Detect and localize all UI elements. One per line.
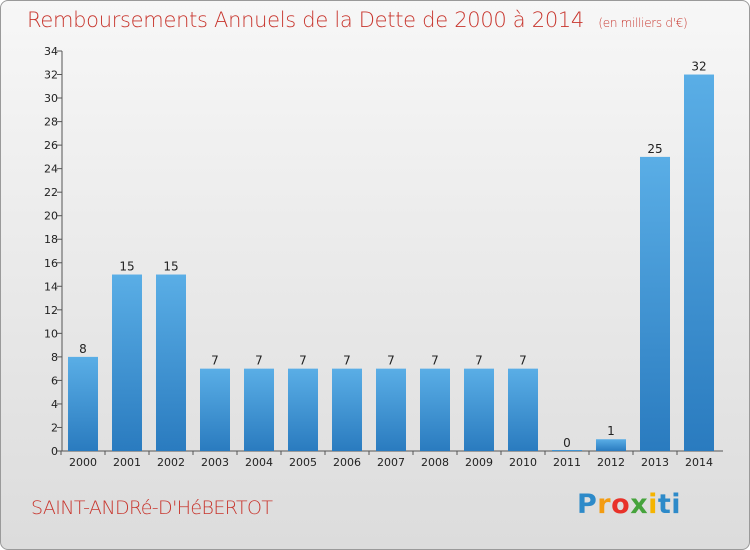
y-tick-label: 28 bbox=[44, 116, 58, 129]
bar-2011 bbox=[552, 450, 582, 451]
bar-2002 bbox=[156, 274, 186, 451]
data-label-2006: 7 bbox=[343, 354, 351, 368]
y-tick-label: 20 bbox=[44, 210, 58, 223]
data-label-2001: 15 bbox=[119, 260, 134, 274]
proxiti-logo: Proxiti bbox=[577, 489, 681, 520]
y-tick-label: 4 bbox=[51, 398, 58, 411]
chart-title-text: Remboursements Annuels de la Dette de 20… bbox=[27, 8, 584, 32]
bar-2003 bbox=[200, 368, 230, 451]
data-label-2003: 7 bbox=[211, 354, 219, 368]
x-tick-label: 2002 bbox=[157, 456, 185, 469]
x-tick-label: 2010 bbox=[509, 456, 537, 469]
x-tick-label: 2004 bbox=[245, 456, 273, 469]
x-tick-label: 2006 bbox=[333, 456, 361, 469]
x-tick-label: 2001 bbox=[113, 456, 141, 469]
bar-2008 bbox=[420, 368, 450, 451]
x-tick-label: 2000 bbox=[69, 456, 97, 469]
data-label-2014: 32 bbox=[691, 60, 706, 74]
x-tick-label: 2012 bbox=[597, 456, 625, 469]
bar-2014 bbox=[684, 74, 714, 451]
x-tick-label: 2007 bbox=[377, 456, 405, 469]
chart-labels: 2000 8 2001 15 2002 15 2003 7 2004 7 2005 7 2006 7 200… bbox=[69, 60, 713, 469]
commune-name: SAINT-ANDRé-D'HéBERTOT bbox=[31, 497, 273, 519]
bar-2013 bbox=[640, 156, 670, 451]
chart-subtitle: (en milliers d'€) bbox=[598, 16, 688, 30]
data-label-2000: 8 bbox=[79, 342, 87, 356]
data-label-2010: 7 bbox=[519, 354, 527, 368]
logo-letter: x bbox=[630, 489, 649, 520]
y-tick-label: 34 bbox=[44, 45, 58, 58]
data-label-2009: 7 bbox=[475, 354, 483, 368]
bar-2006 bbox=[332, 368, 362, 451]
x-tick-label: 2011 bbox=[553, 456, 581, 469]
data-label-2004: 7 bbox=[255, 354, 263, 368]
data-label-2013: 25 bbox=[647, 142, 662, 156]
x-tick-label: 2003 bbox=[201, 456, 229, 469]
bar-2004 bbox=[244, 368, 274, 451]
bar-2005 bbox=[288, 368, 318, 451]
data-label-2002: 15 bbox=[163, 260, 178, 274]
x-tick-label: 2013 bbox=[641, 456, 669, 469]
x-tick-label: 2014 bbox=[685, 456, 713, 469]
x-tick-label: 2005 bbox=[289, 456, 317, 469]
bar-2010 bbox=[508, 368, 538, 451]
data-label-2007: 7 bbox=[387, 354, 395, 368]
logo-letter: r bbox=[597, 489, 612, 520]
y-tick-label: 12 bbox=[44, 304, 58, 317]
y-tick-label: 0 bbox=[51, 445, 58, 458]
y-tick-label: 14 bbox=[44, 280, 58, 293]
chart-bars bbox=[68, 74, 714, 451]
bar-2001 bbox=[112, 274, 142, 451]
y-tick-label: 16 bbox=[44, 257, 58, 270]
y-tick-label: 22 bbox=[44, 186, 58, 199]
data-label-2012: 1 bbox=[607, 424, 615, 438]
y-tick-label: 26 bbox=[44, 139, 58, 152]
bar-2007 bbox=[376, 368, 406, 451]
y-tick-label: 2 bbox=[51, 421, 58, 434]
data-label-2011: 0 bbox=[563, 436, 571, 450]
bar-2009 bbox=[464, 368, 494, 451]
data-label-2005: 7 bbox=[299, 354, 307, 368]
y-tick-label: 6 bbox=[51, 374, 58, 387]
logo-letter: ti bbox=[657, 489, 682, 520]
y-tick-label: 30 bbox=[44, 92, 58, 105]
y-tick-label: 8 bbox=[51, 351, 58, 364]
y-tick-label: 32 bbox=[44, 69, 58, 82]
x-tick-label: 2009 bbox=[465, 456, 493, 469]
data-label-2008: 7 bbox=[431, 354, 439, 368]
x-tick-label: 2008 bbox=[421, 456, 449, 469]
chart-title: Remboursements Annuels de la Dette de 20… bbox=[27, 8, 688, 32]
y-tick-label: 18 bbox=[44, 233, 58, 246]
bar-2000 bbox=[68, 356, 98, 451]
bar-2012 bbox=[596, 439, 626, 451]
y-tick-label: 24 bbox=[44, 163, 58, 176]
logo-letter: o bbox=[611, 489, 631, 520]
y-tick-label: 10 bbox=[44, 327, 58, 340]
logo-letter: P bbox=[577, 489, 598, 520]
logo-letter: i bbox=[648, 489, 658, 520]
